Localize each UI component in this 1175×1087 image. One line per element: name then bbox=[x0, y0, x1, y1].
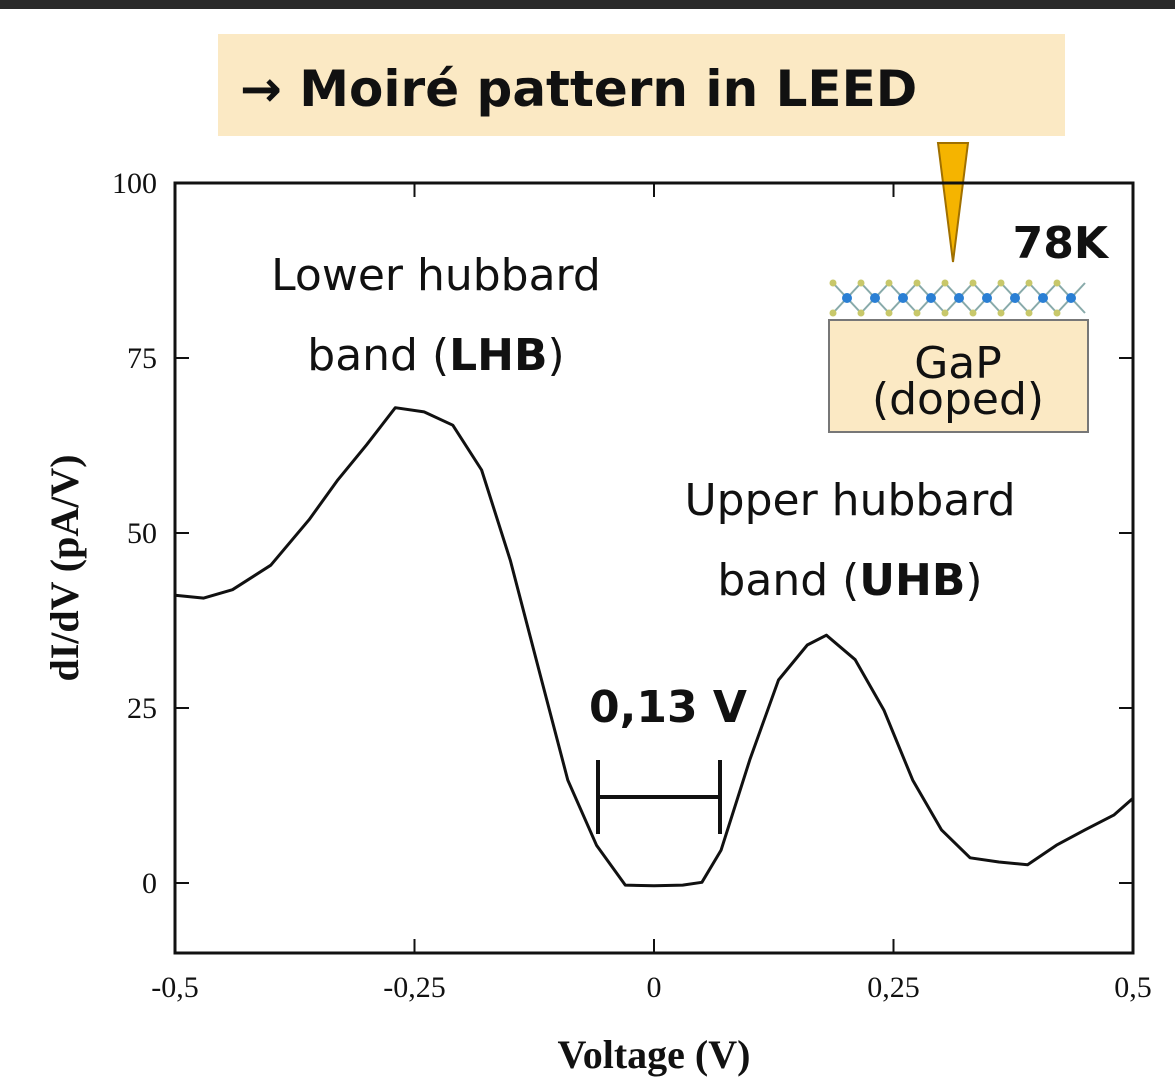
atom bbox=[954, 293, 964, 303]
atom bbox=[997, 279, 1005, 287]
atom bbox=[1025, 279, 1033, 287]
atom bbox=[857, 279, 865, 287]
uhb-end: ) bbox=[965, 555, 982, 606]
atom bbox=[969, 309, 977, 317]
atom bbox=[941, 279, 949, 287]
gap-label: 0,13 V bbox=[589, 682, 747, 733]
lhb-end: ) bbox=[548, 330, 565, 381]
y-tick-label: 25 bbox=[127, 692, 157, 725]
x-axis-label: Voltage (V) bbox=[558, 1032, 751, 1077]
substrate: GaP bbox=[914, 338, 1002, 389]
atom bbox=[842, 293, 852, 303]
x-tick-label: 0,25 bbox=[867, 971, 920, 1004]
banner-box bbox=[218, 34, 1065, 136]
atom bbox=[997, 309, 1005, 317]
atom bbox=[829, 279, 837, 287]
lhb-abbr: LHB bbox=[449, 330, 547, 381]
y-tick-label: 75 bbox=[127, 342, 157, 375]
atom bbox=[829, 309, 837, 317]
uhb-text: band ( bbox=[717, 555, 859, 606]
x-tick-label: -0,25 bbox=[383, 971, 446, 1004]
tip bbox=[936, 142, 970, 263]
atomic-layer bbox=[829, 279, 1086, 317]
atom bbox=[885, 279, 893, 287]
temperature: 78K bbox=[1013, 218, 1110, 269]
top-bar bbox=[0, 0, 1175, 9]
atom bbox=[1025, 309, 1033, 317]
uhb-label: Upper hubbard bbox=[684, 475, 1015, 526]
atom bbox=[1053, 279, 1061, 287]
y-tick-label: 0 bbox=[142, 867, 157, 900]
atom bbox=[926, 293, 936, 303]
atom bbox=[1010, 293, 1020, 303]
lhb-label: band (LHB) bbox=[307, 330, 564, 381]
atom bbox=[885, 309, 893, 317]
y-axis-label: dI/dV (pA/V) bbox=[42, 454, 87, 681]
x-tick-label: -0,5 bbox=[151, 971, 199, 1004]
atom bbox=[857, 309, 865, 317]
lhb-text: band ( bbox=[307, 330, 449, 381]
atom bbox=[941, 309, 949, 317]
atom bbox=[1038, 293, 1048, 303]
lhb-label: Lower hubbard bbox=[271, 250, 601, 301]
atom bbox=[1053, 309, 1061, 317]
atom bbox=[969, 279, 977, 287]
y-tick-label: 100 bbox=[112, 167, 157, 200]
y-tick-label: 50 bbox=[127, 517, 157, 550]
atom bbox=[870, 293, 880, 303]
substrate-box bbox=[828, 319, 1089, 433]
uhb-abbr: UHB bbox=[859, 555, 965, 606]
uhb-label: band (UHB) bbox=[717, 555, 982, 606]
atom bbox=[1066, 293, 1076, 303]
atom bbox=[913, 279, 921, 287]
banner: → Moiré pattern in LEED bbox=[240, 60, 917, 118]
atom bbox=[913, 309, 921, 317]
data-line bbox=[174, 406, 1134, 888]
atom bbox=[898, 293, 908, 303]
substrate-note: (doped) bbox=[872, 374, 1044, 425]
atom bbox=[982, 293, 992, 303]
x-tick-label: 0 bbox=[647, 971, 662, 1004]
x-tick-label: 0,5 bbox=[1114, 971, 1152, 1004]
